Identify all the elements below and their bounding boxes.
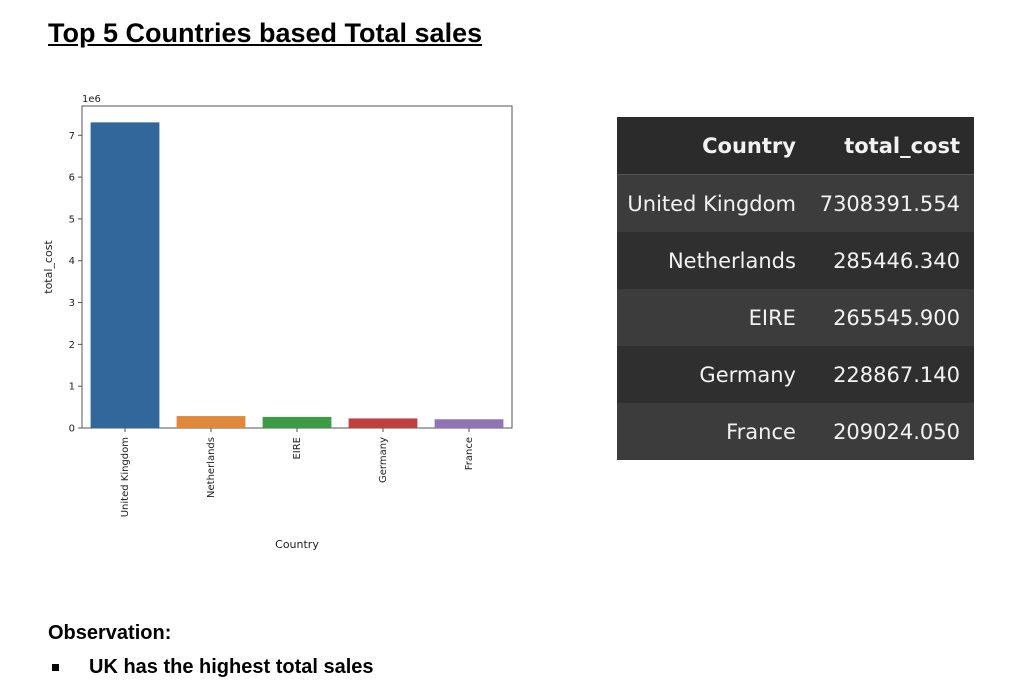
page-title: Top 5 Countries based Total sales <box>48 18 483 48</box>
y-tick-label: 6 <box>69 173 75 184</box>
list-item: UK has the highest total sales <box>48 656 374 679</box>
y-tick-label: 1 <box>69 382 75 393</box>
bar-chart: United Kingdom Netherlands EIRE Germany Fran… <box>38 88 528 558</box>
cell-total-cost: 209024.050 <box>809 403 974 460</box>
cell-country: EIRE <box>617 289 810 346</box>
column-header-country: Country <box>617 117 810 175</box>
x-tick-label: EIRE <box>292 437 303 460</box>
y-axis-title: total_cost <box>42 240 55 294</box>
cell-country: United Kingdom <box>617 174 810 232</box>
x-tick-label: Germany <box>378 437 389 483</box>
square-bullet-icon <box>52 664 59 671</box>
table-header-row: Country total_cost <box>617 117 974 175</box>
y-tick-label: 4 <box>69 256 75 267</box>
cell-total-cost: 7308391.554 <box>809 174 974 232</box>
column-header-total-cost: total_cost <box>809 117 974 175</box>
y-tick-label: 5 <box>69 214 75 225</box>
y-tick-label: 3 <box>69 298 75 309</box>
chart-canvas: United Kingdom Netherlands EIRE Germany Fran… <box>42 94 513 551</box>
bar-united-kingdom <box>90 122 160 429</box>
table-row: EIRE 265545.900 <box>617 289 974 346</box>
bar-germany <box>348 418 418 428</box>
bar-france <box>434 419 504 428</box>
cell-total-cost: 265545.900 <box>809 289 974 346</box>
bar-eire <box>262 416 332 428</box>
cell-country: Germany <box>617 346 810 403</box>
y-tick-label: 7 <box>69 131 75 142</box>
y-tick-label: 2 <box>69 340 75 351</box>
y-tick-label: 0 <box>69 424 75 435</box>
x-tick-label: Netherlands <box>206 437 217 498</box>
data-table: Country total_cost United Kingdom 730839… <box>617 117 974 460</box>
cell-country: France <box>617 403 810 460</box>
table-row: France 209024.050 <box>617 403 974 460</box>
y-scale-label: 1e6 <box>82 94 101 105</box>
table-row: Netherlands 285446.340 <box>617 232 974 289</box>
cell-total-cost: 228867.140 <box>809 346 974 403</box>
observation-list: UK has the highest total sales <box>48 656 374 679</box>
observation-text: UK has the highest total sales <box>89 656 374 678</box>
table-row: Germany 228867.140 <box>617 346 974 403</box>
observation-heading: Observation: <box>48 622 172 644</box>
x-tick-label: France <box>464 437 475 470</box>
bar-netherlands <box>176 416 246 428</box>
cell-total-cost: 285446.340 <box>809 232 974 289</box>
x-tick-label: United Kingdom <box>120 437 131 517</box>
x-axis-title: Country <box>275 538 319 551</box>
table-row: United Kingdom 7308391.554 <box>617 174 974 232</box>
cell-country: Netherlands <box>617 232 810 289</box>
